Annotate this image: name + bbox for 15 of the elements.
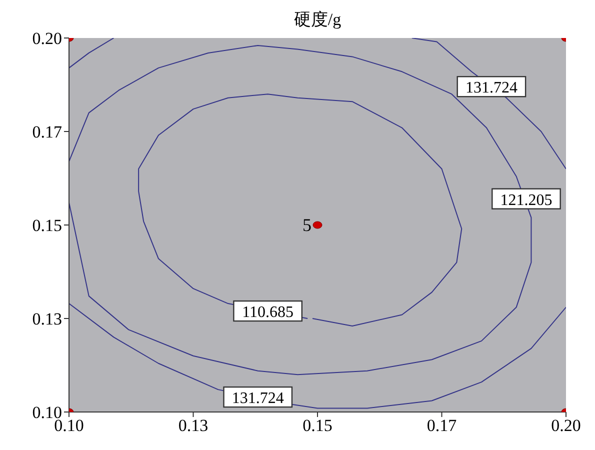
y-tick-label: 0.20 (32, 29, 62, 48)
y-tick-label: 0.13 (32, 310, 62, 329)
x-tick-label: 0.13 (178, 416, 208, 436)
chart-title: 硬度/g (292, 9, 342, 31)
annotation: 121.205 (500, 192, 552, 209)
line-series (138, 94, 462, 326)
y-tick-label: 0.15 (32, 216, 62, 236)
x-tick-label: 0.17 (426, 416, 458, 436)
x-tick-label: 0.15 (302, 416, 332, 436)
x-tick-label: 0.20 (551, 416, 581, 436)
annotation: 110.685 (242, 304, 294, 322)
annotation: 131.724 (465, 80, 518, 97)
annotation: 131.724 (232, 390, 284, 408)
annotation: 5 (302, 215, 312, 235)
y-tick-label: 0.17 (32, 122, 62, 142)
